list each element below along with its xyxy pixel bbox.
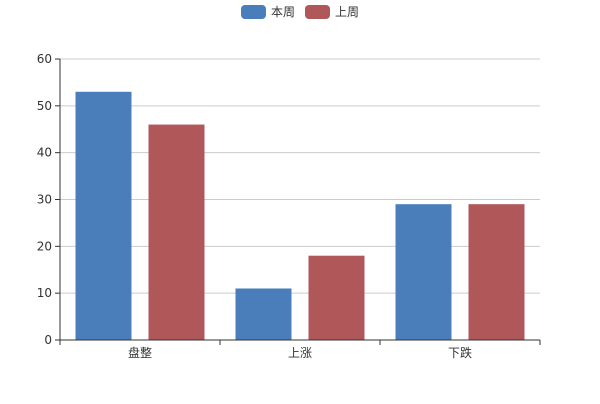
bar-this-week-0[interactable] (75, 91, 132, 341)
bar-last-week-2[interactable] (468, 204, 525, 340)
y-tick-label: 0 (44, 333, 52, 347)
bar-last-week-0[interactable] (148, 124, 205, 340)
x-tick-label: 盘整 (128, 345, 152, 360)
legend-item-last-week[interactable]: 上周 (305, 5, 359, 19)
bar-this-week-1[interactable] (235, 288, 292, 340)
y-tick-label: 40 (37, 146, 52, 160)
y-tick-label: 20 (37, 239, 52, 253)
legend-label: 本周 (271, 5, 295, 19)
gridlines (60, 58, 540, 294)
legend-item-this-week[interactable]: 本周 (241, 5, 295, 19)
y-tick-label: 30 (37, 193, 52, 207)
y-tick-label: 10 (37, 286, 52, 300)
axes: 0 10 20 30 40 50 60 盘整 上涨 下跌 (37, 52, 541, 360)
bars (75, 91, 525, 341)
legend-swatch (241, 5, 266, 19)
legend: 本周 上周 (241, 5, 359, 19)
x-tick-label: 下跌 (448, 345, 472, 360)
legend-label: 上周 (335, 5, 359, 19)
legend-swatch (305, 5, 330, 19)
x-tick-label: 上涨 (288, 345, 312, 360)
bar-last-week-1[interactable] (308, 255, 365, 340)
y-tick-label: 50 (37, 99, 52, 113)
bar-this-week-2[interactable] (395, 204, 452, 340)
y-tick-label: 60 (37, 52, 52, 66)
